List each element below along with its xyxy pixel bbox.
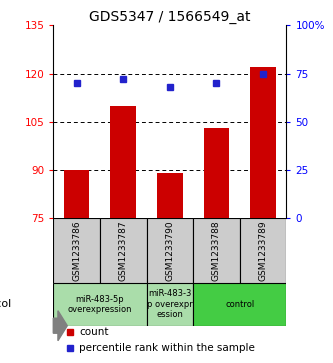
Bar (240, 219, 286, 283)
Bar (250, 67, 276, 219)
Text: count: count (79, 327, 109, 337)
Text: GSM1233788: GSM1233788 (212, 220, 221, 281)
Bar (111, 106, 136, 219)
Text: percentile rank within the sample: percentile rank within the sample (79, 343, 255, 353)
Text: GSM1233787: GSM1233787 (119, 220, 128, 281)
Text: GSM1233789: GSM1233789 (258, 220, 268, 281)
Text: miR-483-5p
overexpression: miR-483-5p overexpression (68, 294, 132, 314)
Bar (64, 170, 89, 219)
Bar (204, 129, 229, 219)
Title: GDS5347 / 1566549_at: GDS5347 / 1566549_at (89, 11, 250, 24)
Bar (193, 219, 240, 283)
Bar (53, 219, 100, 283)
Bar (193, 283, 286, 326)
Bar (53, 283, 147, 326)
Text: GSM1233786: GSM1233786 (72, 220, 81, 281)
FancyArrow shape (53, 311, 67, 341)
Bar (100, 219, 147, 283)
Text: GSM1233790: GSM1233790 (165, 220, 174, 281)
Text: protocol: protocol (0, 299, 11, 309)
Text: miR-483-3
p overexpr
ession: miR-483-3 p overexpr ession (147, 289, 193, 319)
Text: control: control (225, 300, 254, 309)
Bar (157, 174, 182, 219)
Bar (147, 219, 193, 283)
Bar (147, 283, 193, 326)
